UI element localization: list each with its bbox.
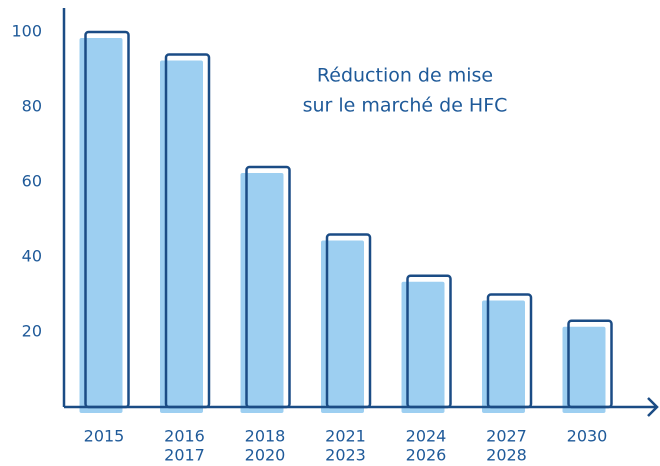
x-tick-label: 2030 [567, 427, 608, 446]
chart-title: sur le marché de HFC [303, 95, 508, 117]
y-tick-label: 40 [22, 247, 42, 266]
x-tick-label: 2024 [406, 427, 447, 446]
x-tick-label: 2021 [325, 427, 366, 446]
bar [562, 326, 606, 413]
bar [79, 38, 123, 413]
x-tick-label: 2026 [406, 446, 447, 465]
bar [240, 173, 284, 413]
x-tick-label: 2017 [164, 446, 205, 465]
y-tick-label: 100 [11, 22, 42, 41]
x-tick-label: 2016 [164, 427, 205, 446]
y-tick-label: 60 [22, 172, 42, 191]
bar [482, 300, 525, 413]
x-tick-label: 2023 [325, 446, 366, 465]
bar [321, 240, 364, 413]
bar [401, 281, 445, 413]
bar [160, 60, 203, 413]
chart-title: Réduction de mise [317, 65, 493, 87]
y-tick-label: 20 [22, 322, 42, 341]
x-tick-label: 2028 [486, 446, 527, 465]
x-tick-label: 2015 [84, 427, 125, 446]
y-tick-label: 80 [22, 97, 42, 116]
x-tick-label: 2018 [245, 427, 286, 446]
x-tick-label: 2020 [245, 446, 286, 465]
x-tick-label: 2027 [486, 427, 527, 446]
x-axis-arrow [647, 397, 659, 417]
